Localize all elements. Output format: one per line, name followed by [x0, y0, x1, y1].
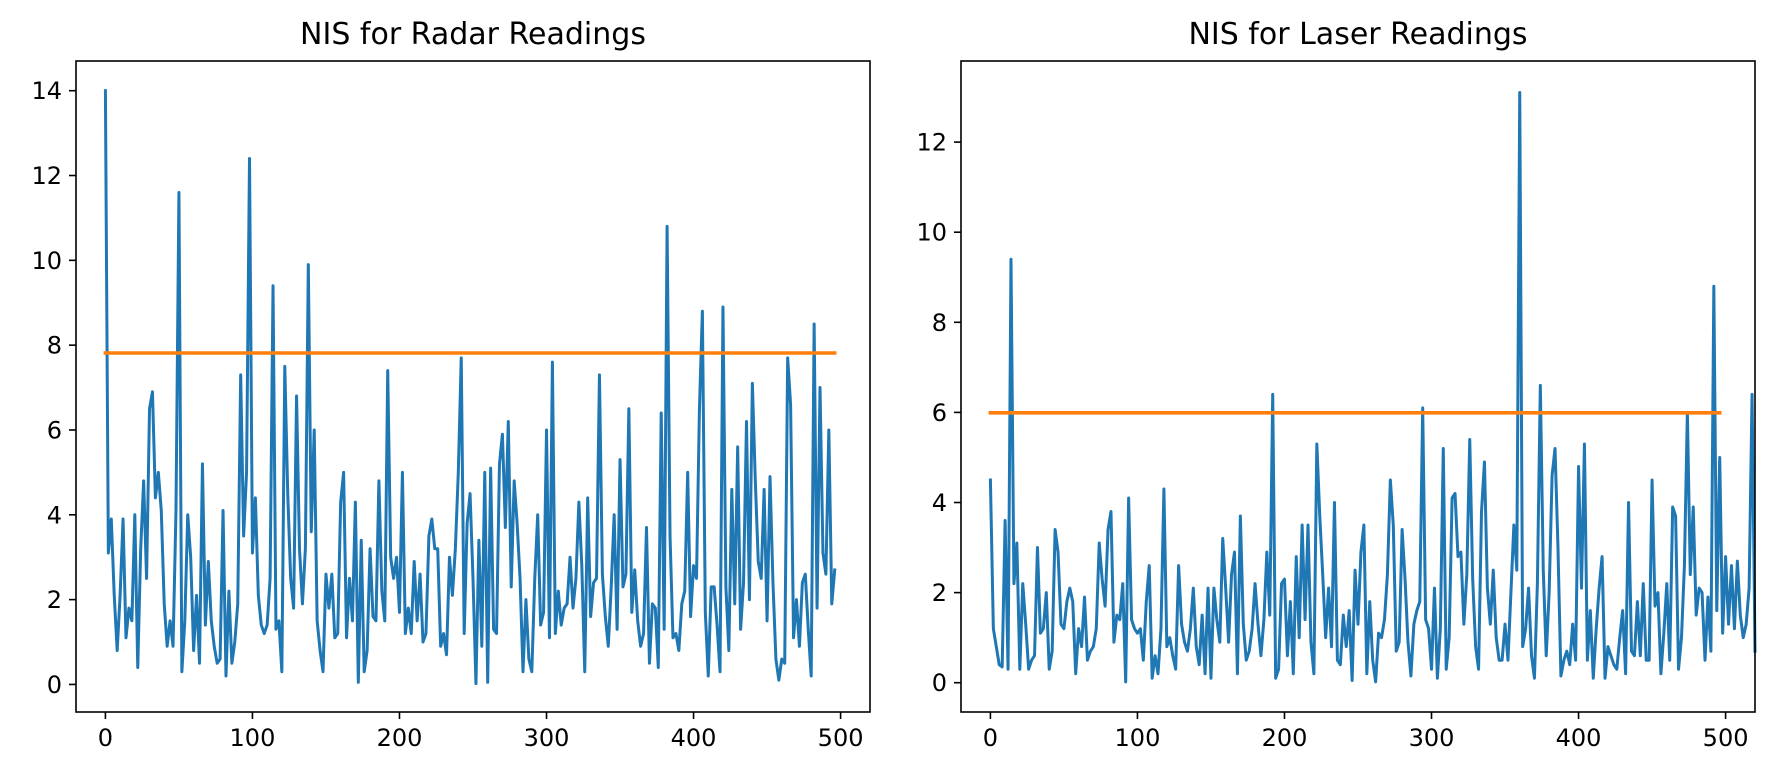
radar-y-tick-label: 14	[31, 77, 62, 105]
radar-series-group	[103, 89, 837, 686]
radar-y-tick-label: 2	[47, 586, 62, 614]
laser-chart-title: NIS for Laser Readings	[1188, 17, 1527, 52]
radar-axes-frame	[75, 60, 871, 713]
radar-axes-ticks: 0 100 200 300 400 500 0 2 4 6 8 10 12 14	[31, 77, 863, 752]
radar-x-tick-label: 200	[377, 724, 423, 752]
laser-y-tick-label: 12	[916, 129, 947, 157]
radar-nis-line	[103, 89, 837, 686]
laser-y-tick-label: 0	[932, 669, 947, 697]
laser-y-tick-label: 6	[932, 399, 947, 427]
radar-y-tick-label: 10	[31, 247, 62, 275]
laser-axes-frame	[960, 60, 1756, 713]
laser-y-tick-label: 8	[932, 309, 947, 337]
laser-axes-ticks: 0 100 200 300 400 500 0 2 4 6 8 10 12	[916, 129, 1748, 752]
laser-panel: NIS for Laser Readings 0 100 200 300 400 5000…	[916, 17, 1757, 752]
laser-series-group	[988, 91, 1757, 684]
laser-nis-line	[988, 91, 1757, 684]
radar-y-tick-label: 6	[47, 416, 62, 444]
radar-x-tick-label: 500	[818, 724, 864, 752]
radar-y-tick-label: 8	[47, 332, 62, 360]
radar-x-tick-label: 100	[230, 724, 276, 752]
radar-x-tick-label: 400	[671, 724, 717, 752]
laser-x-tick-label: 0	[983, 724, 998, 752]
laser-y-tick-label: 10	[916, 219, 947, 247]
radar-y-tick-label: 12	[31, 162, 62, 190]
laser-y-tick-label: 2	[932, 579, 947, 607]
laser-x-tick-label: 500	[1703, 724, 1749, 752]
laser-x-tick-label: 300	[1409, 724, 1455, 752]
laser-x-tick-label: 100	[1115, 724, 1161, 752]
laser-y-tick-label: 4	[932, 489, 947, 517]
radar-x-tick-label: 0	[98, 724, 113, 752]
radar-panel: NIS for Radar Readings 0 100 200 300 400 5000…	[31, 17, 871, 752]
radar-chart-title: NIS for Radar Readings	[300, 17, 646, 52]
radar-y-tick-label: 4	[47, 501, 62, 529]
radar-y-tick-label: 0	[47, 671, 62, 699]
laser-x-tick-label: 400	[1556, 724, 1602, 752]
radar-x-tick-label: 300	[524, 724, 570, 752]
laser-x-tick-label: 200	[1262, 724, 1308, 752]
